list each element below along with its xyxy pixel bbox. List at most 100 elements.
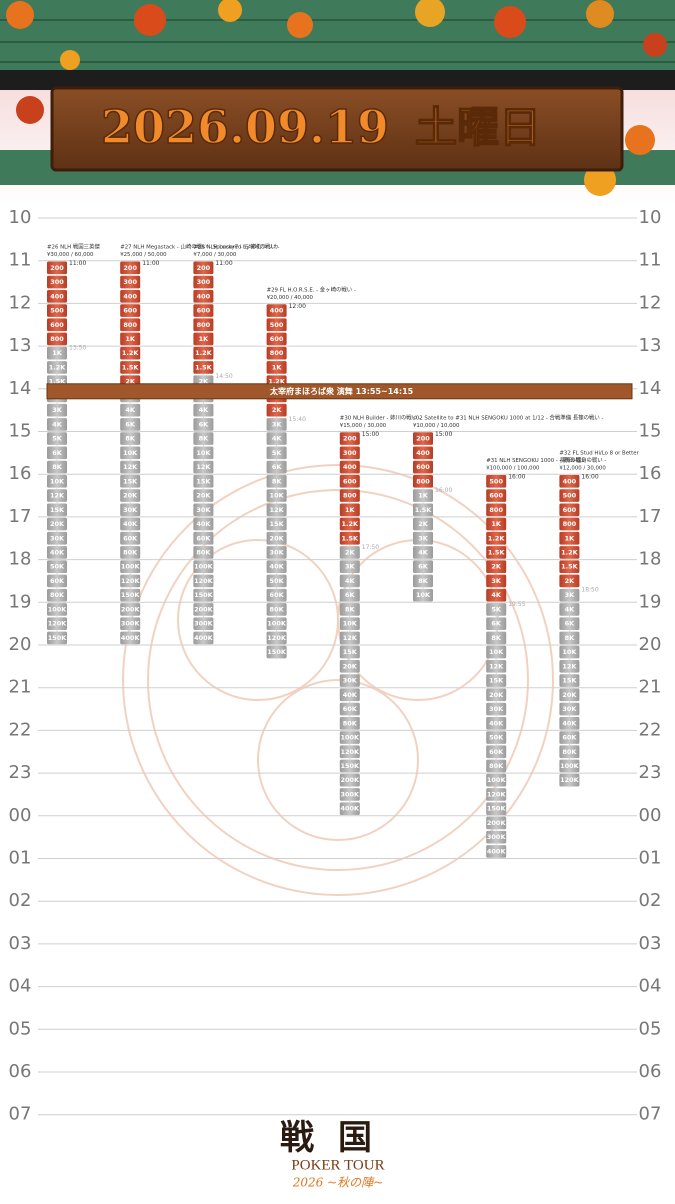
late-reg-time: 19:55: [508, 601, 525, 608]
level-box: [339, 617, 360, 630]
level-box: [486, 546, 507, 559]
hour-label-left: 19: [9, 591, 32, 612]
hour-label-right: 15: [639, 421, 662, 442]
hour-label-right: 04: [639, 976, 662, 997]
level-box: [120, 332, 141, 346]
level-label: 800: [416, 477, 430, 485]
level-box: [559, 574, 580, 588]
level-box: [413, 446, 433, 460]
hour-label-right: 03: [639, 933, 662, 954]
event-title: ¥15,000 / 30,000: [340, 423, 387, 429]
level-label: 200K: [340, 776, 360, 784]
level-label: 200K: [194, 605, 214, 613]
level-box: [47, 432, 67, 445]
level-label: 100K: [121, 563, 141, 571]
level-label: 5K: [272, 449, 283, 457]
banner-text: 太宰府まほろば衆 演舞 13:55~14:15: [269, 386, 414, 396]
hour-label-right: 11: [639, 250, 662, 271]
hour-label-right: 22: [639, 719, 662, 740]
level-box: [559, 631, 580, 645]
level-label: 5K: [491, 605, 502, 613]
level-label: 10K: [50, 477, 65, 485]
level-label: 60K: [50, 577, 65, 585]
level-box: [413, 503, 433, 517]
level-label: 1K: [52, 349, 63, 357]
level-box: [486, 702, 507, 716]
level-label: 200: [50, 264, 64, 272]
sign-board: [50, 86, 624, 172]
level-box: [339, 773, 360, 787]
level-box: [193, 588, 214, 602]
level-label: 1.5K: [195, 363, 213, 371]
hour-label-right: 07: [639, 1104, 662, 1125]
level-label: 15K: [489, 677, 504, 685]
level-box: [413, 489, 433, 502]
level-box: [486, 745, 507, 759]
level-label: 80K: [50, 591, 65, 599]
level-label: 8K: [345, 605, 356, 613]
level-box: [559, 588, 580, 602]
level-label: 3K: [52, 406, 63, 414]
level-box: [266, 361, 287, 374]
hour-label-right: 06: [639, 1061, 662, 1082]
level-box: [193, 261, 214, 275]
level-box: [339, 731, 360, 744]
level-label: 1K: [565, 534, 576, 542]
watermark: [122, 464, 554, 896]
level-label: 30K: [343, 677, 358, 685]
level-label: 40K: [562, 719, 577, 727]
level-label: 1K: [345, 506, 356, 514]
level-label: 6K: [418, 563, 429, 571]
level-label: 120K: [48, 620, 68, 628]
level-label: 30K: [489, 705, 504, 713]
hour-label-left: 00: [9, 805, 32, 826]
level-box: [47, 446, 67, 460]
level-box: [193, 475, 214, 488]
start-time: 11:00: [142, 260, 159, 267]
level-box: [266, 403, 287, 417]
level-label: 300: [50, 278, 64, 286]
level-label: 12K: [270, 506, 285, 514]
level-box: [339, 759, 360, 773]
hour-label-left: 10: [9, 207, 32, 228]
level-box: [486, 631, 507, 645]
level-label: 20K: [343, 662, 358, 670]
late-reg-time: 15:40: [289, 416, 306, 423]
hour-label-left: 03: [9, 933, 32, 954]
level-label: 30K: [562, 705, 577, 713]
level-box: [193, 617, 214, 630]
level-box: [193, 560, 214, 574]
late-reg-time: 17:50: [362, 544, 379, 551]
level-box: [266, 503, 287, 517]
level-label: 100K: [340, 734, 360, 742]
level-box: [486, 674, 507, 687]
level-label: 100K: [267, 620, 287, 628]
level-label: 1.5K: [561, 563, 579, 571]
level-box: [266, 332, 287, 346]
level-box: [120, 275, 141, 289]
level-box: [193, 531, 214, 545]
level-box: [559, 759, 580, 773]
level-box: [47, 318, 67, 332]
level-box: [47, 275, 67, 289]
level-box: [486, 731, 507, 744]
level-label: 60K: [270, 591, 285, 599]
hour-label-left: 13: [9, 335, 32, 356]
event-title: #29 FL H.O.R.S.E. - 金ヶ崎の戦い -: [267, 285, 356, 293]
level-box: [559, 773, 580, 787]
level-label: 4K: [272, 435, 283, 443]
level-label: 100K: [48, 605, 68, 613]
event-title: ¥10,000 / 10,000: [413, 423, 460, 429]
level-box: [120, 460, 141, 474]
level-label: 12K: [562, 662, 577, 670]
level-label: 80K: [270, 605, 285, 613]
level-box: [120, 418, 141, 431]
level-box: [266, 531, 287, 545]
level-box: [193, 460, 214, 474]
level-label: 80K: [562, 748, 577, 756]
level-label: 500: [270, 321, 284, 329]
level-box: [486, 759, 507, 773]
level-label: 400: [343, 463, 357, 471]
hour-label-right: 13: [639, 335, 662, 356]
level-box: [266, 645, 287, 659]
